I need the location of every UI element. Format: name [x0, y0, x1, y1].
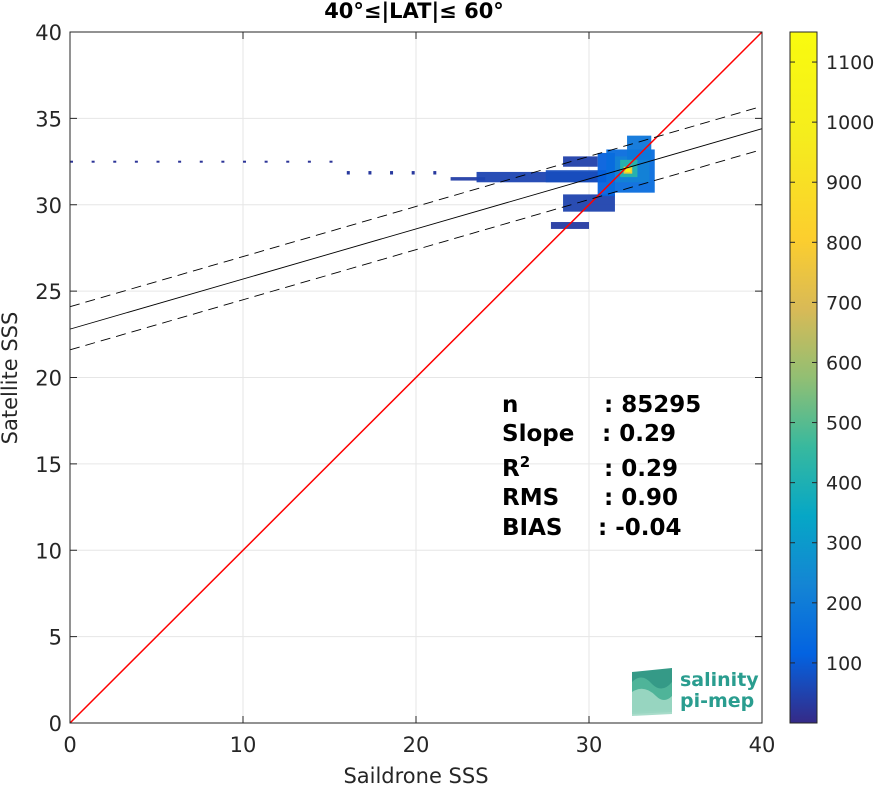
y-tick-label: 30	[35, 194, 62, 218]
y-axis-label: Satellite SSS	[0, 312, 22, 445]
y-tick-label: 40	[35, 21, 62, 45]
heatmap-cell-sparse	[221, 160, 225, 163]
logo-line2: pi-mep	[680, 690, 754, 712]
stat-value: : -0.04	[598, 515, 682, 541]
colorbar-tick-label: 100	[826, 653, 862, 675]
heatmap-cell-sparse	[411, 171, 415, 175]
heatmap-cell-sparse	[346, 171, 350, 175]
colorbar-tick-label: 200	[826, 593, 862, 615]
logo-line1: salinity	[680, 669, 759, 691]
heatmap-cell-sparse	[286, 160, 290, 163]
colorbar-tick-label: 900	[826, 172, 862, 194]
regression-upper-bound	[69, 105, 763, 308]
heatmap-cell-sparse	[91, 160, 95, 163]
heatmap-cell	[550, 222, 589, 229]
stat-label: RMS	[502, 485, 559, 511]
chart-title: 40°≤|LAT|≤ 60°	[324, 0, 504, 24]
heatmap-cell-sparse	[433, 171, 437, 175]
heatmap-cell-sparse	[329, 160, 333, 163]
colorbar-tick-label: 1000	[826, 112, 874, 134]
density-heatmap	[70, 135, 655, 229]
x-axis-ticks: 0 10 20 30 40	[63, 32, 775, 757]
regression-lines	[69, 31, 763, 724]
heatmap-cell-sparse	[199, 160, 203, 163]
heatmap-cell-sparse	[243, 160, 246, 163]
salinity-pi-mep-logo: salinity pi-mep	[632, 668, 759, 716]
x-tick-label: 30	[576, 733, 603, 757]
heatmap-cell-sparse	[264, 160, 268, 163]
heatmap-cell-sparse	[368, 171, 372, 175]
heatmap-cell-sparse	[307, 160, 311, 163]
one-to-one-line	[69, 31, 763, 724]
heatmap-cell	[625, 168, 631, 172]
heatmap-cell	[545, 170, 607, 183]
y-tick-label: 35	[35, 107, 62, 131]
x-tick-label: 0	[63, 733, 76, 757]
stat-label: BIAS	[502, 515, 562, 541]
colorbar-tick-label: 700	[826, 292, 862, 314]
stat-label: Slope	[502, 421, 574, 447]
x-tick-label: 10	[230, 733, 257, 757]
heatmap-cell-sparse	[113, 160, 117, 163]
heatmap-cell-sparse	[178, 160, 182, 163]
y-tick-label: 15	[35, 453, 62, 477]
x-tick-label: 40	[749, 733, 776, 757]
stat-value: : 0.29	[604, 456, 678, 482]
stat-value: : 85295	[604, 392, 701, 418]
heatmap-cell	[563, 156, 598, 167]
colorbar-tick-label: 300	[826, 533, 862, 555]
colorbar-ticks: 100 200 300 400 500 600 700 800 900 1000 1100	[790, 52, 874, 675]
stat-value: : 0.29	[602, 421, 676, 447]
colorbar-tick-label: 600	[826, 352, 862, 374]
colorbar-tick-label: 400	[826, 473, 862, 495]
heatmap-cell	[563, 194, 615, 212]
heatmap-cell-sparse	[156, 160, 160, 163]
heatmap-cell-sparse	[390, 171, 394, 175]
colorbar-tick-label: 800	[826, 232, 862, 254]
y-tick-label: 5	[49, 626, 62, 650]
y-tick-label: 20	[35, 367, 62, 391]
y-axis-ticks: 0 5 10 15 20 25 30 35 40	[35, 21, 762, 736]
stat-superscript: 2	[520, 453, 530, 471]
heatmap-cell-sparse	[134, 160, 138, 163]
heatmap-cell-sparse	[70, 160, 73, 163]
y-tick-label: 0	[49, 712, 62, 736]
stat-value: : 0.90	[604, 485, 678, 511]
heatmap-cell	[476, 171, 607, 183]
regression-line	[69, 128, 763, 330]
colorbar-tick-label: 500	[826, 413, 862, 435]
y-tick-label: 25	[35, 280, 62, 304]
x-axis-label: Saildrone SSS	[343, 764, 488, 786]
x-tick-label: 20	[403, 733, 430, 757]
colorbar	[789, 31, 818, 724]
colorbar-tick-label: 1100	[826, 52, 874, 74]
heatmap-cell	[450, 177, 486, 181]
stat-label: n	[502, 392, 518, 418]
regression-lower-bound	[69, 149, 763, 351]
y-tick-label: 10	[35, 539, 62, 563]
